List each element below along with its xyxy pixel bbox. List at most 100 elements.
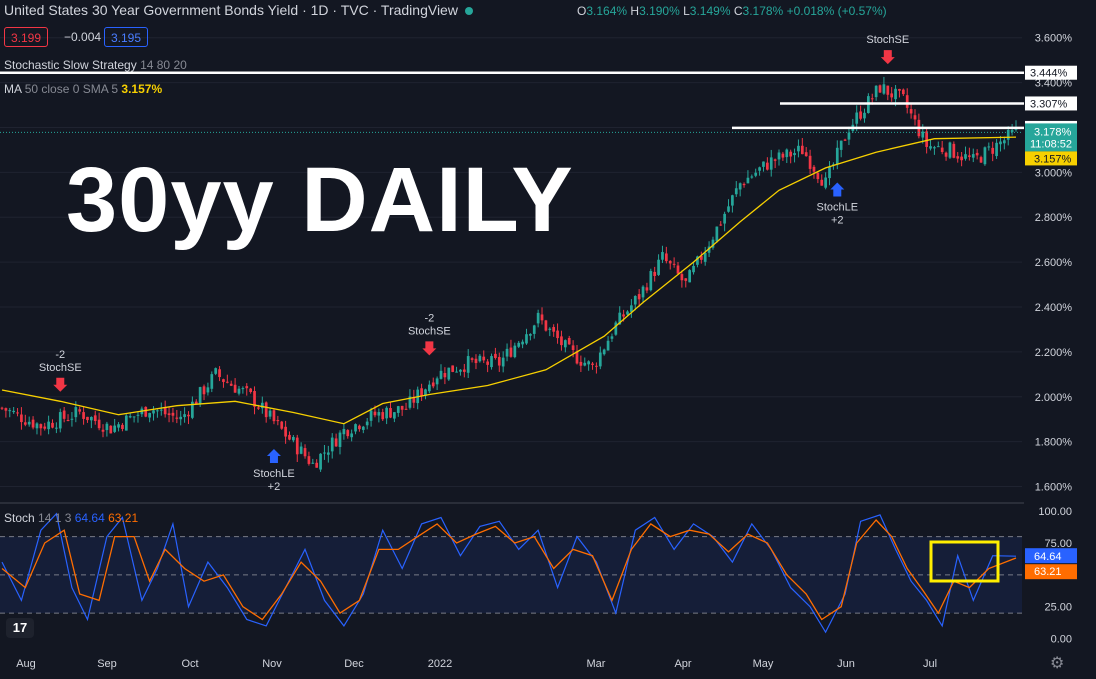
candle-body	[964, 154, 967, 159]
candle-body	[175, 417, 179, 419]
candle-body	[595, 365, 598, 367]
candle-body	[501, 357, 505, 367]
candle-body	[385, 407, 388, 419]
candle-body	[804, 152, 808, 157]
buy-arrow-icon	[266, 448, 281, 463]
candle-body	[342, 428, 346, 435]
candle-body	[280, 421, 284, 429]
candle-body	[560, 336, 563, 346]
time-tick-label: Apr	[674, 658, 691, 670]
candle-body	[991, 147, 995, 154]
candle-body	[299, 446, 303, 454]
candle-body	[925, 131, 928, 147]
sell-button[interactable]: 3.199	[4, 27, 49, 47]
ohlc-readout: O3.164% H3.190% L3.149% C3.178% +0.018% …	[577, 4, 887, 18]
candle-body	[307, 456, 311, 464]
candle-body	[27, 421, 31, 425]
candle-body	[929, 146, 932, 149]
candle-body	[529, 333, 532, 336]
candle-body	[668, 260, 672, 264]
tradingview-logo[interactable]: 17	[6, 618, 34, 638]
buy-button[interactable]: 3.195	[104, 27, 149, 47]
candle-body	[389, 408, 392, 418]
price-tick-label: 1.600%	[1035, 482, 1073, 494]
candle-body	[606, 340, 610, 351]
candle-body	[901, 89, 905, 95]
price-tick-label: 2.600%	[1035, 257, 1073, 269]
ma-legend[interactable]: MA 50 close 0 SMA 5 3.157%	[4, 82, 163, 96]
candle-body	[727, 206, 730, 212]
candle-body	[1006, 129, 1010, 140]
gear-icon[interactable]: ⚙	[1050, 655, 1065, 672]
buy-arrow-icon	[830, 182, 845, 197]
candle-body	[610, 336, 614, 339]
candle-body	[315, 462, 319, 468]
candle-body	[187, 414, 190, 417]
level-label-box	[1025, 65, 1077, 80]
candle-body	[93, 415, 97, 422]
candle-body	[680, 274, 684, 281]
candle-body	[766, 162, 769, 170]
highlight-box	[929, 540, 1000, 583]
candle-body	[703, 252, 707, 262]
candle-body	[995, 142, 998, 157]
candle-body	[874, 85, 878, 98]
candle-body	[816, 172, 820, 180]
candle-body	[532, 325, 536, 334]
candle-body	[346, 430, 350, 437]
candle-body	[260, 402, 264, 409]
candle-body	[777, 152, 781, 160]
stoch-band-fill	[0, 536, 1022, 614]
symbol-header[interactable]: United States 30 Year Government Bonds Y…	[4, 2, 476, 18]
candle-body	[983, 147, 987, 165]
candle-body	[878, 85, 882, 93]
candle-body	[326, 452, 330, 455]
candle-body	[626, 311, 629, 315]
candle-body	[517, 342, 521, 347]
time-tick-label: Jul	[923, 658, 937, 670]
candle-body	[462, 369, 466, 372]
candle-body	[198, 387, 202, 404]
candle-body	[731, 195, 734, 206]
candle-body	[909, 109, 913, 114]
candle-body	[746, 177, 750, 184]
candle-body	[882, 84, 886, 94]
candle-body	[583, 362, 587, 366]
candle-body	[812, 166, 816, 172]
candle-body	[905, 95, 909, 108]
symbol-title[interactable]: United States 30 Year Government Bonds Y…	[4, 2, 458, 18]
candle-body	[218, 369, 221, 378]
candle-body	[451, 365, 455, 372]
signal-qty: -2	[424, 312, 434, 324]
candle-body	[202, 386, 206, 395]
sell-arrow-icon	[422, 341, 437, 356]
candle-body	[723, 213, 726, 224]
candle-body	[474, 358, 478, 364]
candle-body	[940, 147, 944, 152]
candle-body	[233, 384, 237, 393]
candle-body	[750, 176, 754, 178]
candle-body	[82, 412, 85, 419]
candle-body	[571, 345, 575, 351]
candle-body	[773, 159, 777, 161]
candle-body	[509, 347, 513, 357]
candle-body	[354, 424, 357, 432]
candle-body	[587, 361, 590, 365]
candle-body	[975, 152, 979, 156]
stoch-tick-label: 25.00	[1044, 602, 1072, 614]
candle-body	[548, 328, 552, 330]
candle-body	[971, 154, 975, 158]
candle-body	[657, 259, 660, 275]
candle-body	[303, 448, 307, 457]
sell-arrow-icon	[53, 377, 68, 392]
candle-body	[365, 421, 369, 426]
candle-body	[431, 382, 435, 387]
candle-body	[276, 420, 280, 422]
candle-body	[292, 436, 295, 441]
candle-body	[820, 179, 824, 186]
candle-body	[377, 412, 381, 416]
strategy-legend[interactable]: Stochastic Slow Strategy 14 80 20	[4, 58, 187, 72]
candle-body	[404, 408, 408, 410]
stoch-legend[interactable]: Stoch 14 1 3 64.64 63.21	[4, 511, 139, 525]
